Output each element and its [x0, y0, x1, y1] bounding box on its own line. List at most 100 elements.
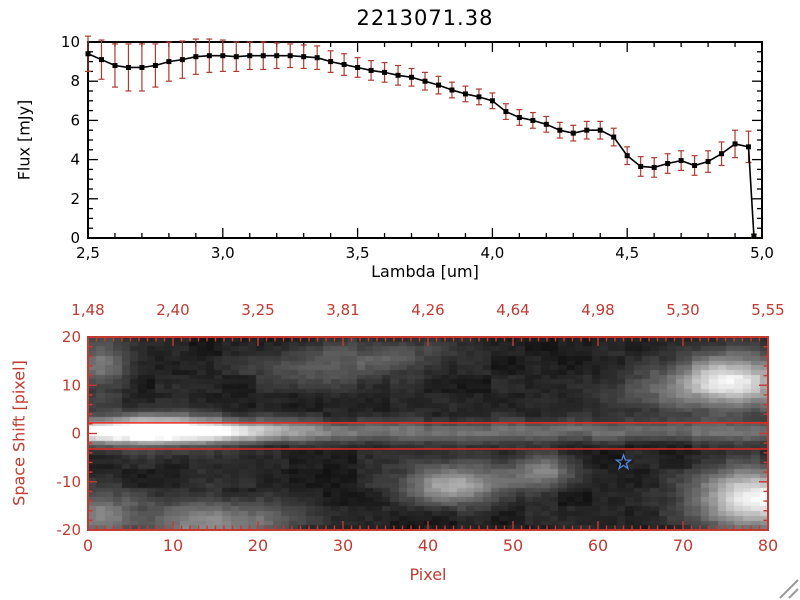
space-shift-tick-label: 10	[62, 376, 81, 394]
pixel-tick-label: 10	[163, 536, 183, 555]
data-point-marker	[220, 53, 226, 59]
data-point-marker	[139, 64, 145, 70]
y-tick-label: 2	[70, 190, 80, 208]
y-tick-label: 8	[70, 72, 80, 90]
data-point-marker	[98, 57, 104, 63]
flux-axis-label: Flux [mJy]	[14, 99, 34, 181]
space-shift-tick-label: 20	[62, 328, 81, 346]
data-point-marker	[462, 91, 468, 97]
wavelength-tick-label: 5,55	[751, 301, 784, 319]
x-tick-label: 4,5	[615, 244, 639, 262]
data-point-marker	[584, 127, 590, 133]
data-point-marker	[409, 74, 415, 80]
data-point-marker	[314, 55, 320, 61]
data-point-marker	[751, 233, 757, 239]
wavelength-tick-label: 3,25	[241, 301, 274, 319]
y-tick-label: 0	[70, 229, 80, 247]
x-tick-label: 2,5	[76, 244, 100, 262]
y-tick-label: 4	[70, 151, 80, 169]
pixel-tick-label: 80	[758, 536, 778, 555]
data-point-marker	[543, 121, 549, 127]
data-point-marker	[719, 151, 725, 157]
data-point-marker	[651, 164, 657, 170]
data-point-marker	[206, 53, 212, 59]
data-point-marker	[624, 153, 630, 159]
data-point-marker	[449, 87, 455, 93]
data-point-marker	[746, 144, 752, 150]
spectral-2d-image	[88, 337, 768, 530]
data-point-marker	[705, 159, 711, 165]
data-point-marker	[85, 51, 91, 57]
data-point-marker	[382, 69, 388, 75]
data-point-marker	[476, 94, 482, 100]
pixel-tick-label: 70	[673, 536, 693, 555]
data-point-marker	[665, 161, 671, 167]
x-tick-label: 5,0	[750, 244, 774, 262]
resize-grip-icon	[779, 579, 799, 599]
y-tick-label: 10	[61, 33, 80, 51]
data-point-marker	[422, 78, 428, 84]
wavelength-tick-label: 3,81	[326, 301, 359, 319]
space-shift-axis-label: Space Shift [pixel]	[9, 360, 29, 506]
image-plot-frame	[87, 336, 769, 531]
pixel-axis-label: Pixel	[409, 565, 447, 584]
space-shift-tick-label: -20	[57, 521, 82, 539]
data-point-marker	[530, 117, 536, 123]
data-point-marker	[247, 53, 253, 59]
data-point-marker	[193, 54, 199, 60]
data-point-marker	[503, 109, 509, 115]
y-tick-label: 6	[70, 111, 80, 129]
x-tick-label: 3,0	[211, 244, 235, 262]
x-tick-label: 4,0	[480, 244, 504, 262]
data-point-marker	[368, 67, 374, 73]
data-point-marker	[328, 59, 334, 65]
data-point-marker	[112, 63, 118, 69]
data-point-marker	[301, 54, 307, 60]
pixel-tick-label: 50	[503, 536, 523, 555]
data-point-marker	[678, 158, 684, 164]
data-point-marker	[516, 114, 522, 120]
data-point-marker	[732, 141, 738, 147]
data-point-marker	[570, 130, 576, 136]
star-marker-icon	[614, 452, 633, 471]
spectrum-plot-frame	[87, 41, 763, 239]
resize-grip-icon	[788, 588, 799, 599]
data-point-marker	[597, 127, 603, 133]
pixel-tick-label: 20	[248, 536, 268, 555]
wavelength-tick-label: 4,64	[496, 301, 529, 319]
wavelength-tick-label: 4,98	[581, 301, 614, 319]
data-point-marker	[166, 59, 172, 65]
wavelength-tick-label: 1,48	[71, 301, 104, 319]
data-point-marker	[395, 72, 401, 78]
pixel-tick-label: 30	[333, 536, 353, 555]
pixel-tick-label: 0	[83, 536, 93, 555]
data-point-marker	[287, 53, 293, 59]
chart-title: 2213071.38	[356, 6, 494, 30]
data-point-marker	[692, 162, 698, 168]
wavelength-tick-label: 5,30	[666, 301, 699, 319]
data-point-marker	[489, 98, 495, 104]
pixel-tick-label: 60	[588, 536, 608, 555]
data-point-marker	[341, 62, 347, 68]
wavelength-tick-label: 4,26	[411, 301, 444, 319]
data-point-marker	[638, 163, 644, 169]
data-point-marker	[233, 54, 239, 60]
data-point-marker	[274, 53, 280, 59]
pixel-tick-label: 40	[418, 536, 438, 555]
data-point-marker	[152, 63, 158, 69]
x-tick-label: 3,5	[346, 244, 370, 262]
data-point-marker	[260, 53, 266, 59]
data-point-marker	[611, 134, 617, 140]
space-shift-tick-label: 0	[71, 425, 81, 443]
data-point-marker	[125, 64, 131, 70]
data-point-marker	[179, 57, 185, 63]
data-point-marker	[557, 127, 563, 133]
data-point-marker	[355, 64, 361, 70]
space-shift-tick-label: -10	[57, 473, 82, 491]
lambda-axis-label: Lambda [um]	[371, 262, 479, 281]
wavelength-tick-label: 2,40	[156, 301, 189, 319]
data-point-marker	[435, 82, 441, 88]
spectrum-line	[87, 53, 755, 237]
